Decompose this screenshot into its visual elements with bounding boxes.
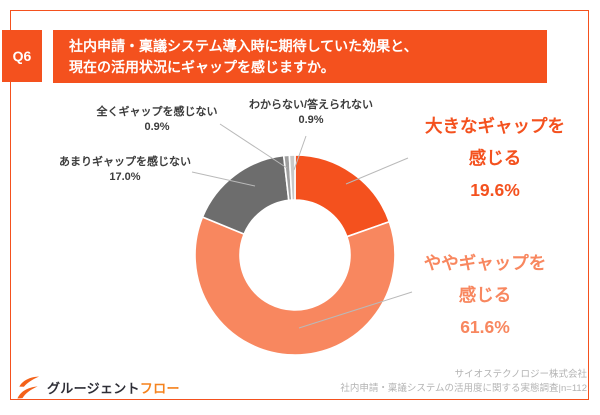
- logo-text-dark: グルージェント: [47, 381, 140, 396]
- donut-segment-0: [294, 154, 391, 238]
- leader-line-unknown: [293, 135, 307, 171]
- label-some-gap-value: 61.6%: [460, 317, 510, 337]
- label-unknown: わからない/答えられない 0.9%: [233, 98, 389, 128]
- label-big-gap-line1: 大きなギャップを: [425, 116, 565, 136]
- source-company: サイオステクノロジー株式会社: [454, 369, 587, 380]
- label-big-gap-value: 19.6%: [470, 180, 520, 200]
- label-some-gap: ややギャップを 感じる 61.6%: [392, 247, 578, 343]
- leader-line-big-gap: [345, 157, 409, 185]
- label-big-gap-line2: 感じる: [468, 148, 522, 168]
- label-little-gap: あまりギャップを感じない 17.0%: [45, 155, 205, 185]
- question-number: Q6: [12, 48, 32, 64]
- label-unknown-text: わからない/答えられない: [248, 99, 374, 111]
- label-big-gap: 大きなギャップを 感じる 19.6%: [402, 110, 588, 206]
- donut-segment-1: [194, 215, 396, 356]
- label-some-gap-line1: ややギャップを: [423, 253, 547, 273]
- leader-lines: [191, 123, 413, 329]
- question-title-bar: 社内申請・稟議システム導入時に期待していた効果と、 現在の活用状況にギャップを感…: [53, 30, 547, 83]
- label-some-gap-line2: 感じる: [458, 285, 512, 305]
- source-survey: 社内申請・稟議システムの活用度に関する実態調査|n=112: [340, 382, 587, 394]
- leader-line-little-gap: [191, 171, 256, 187]
- donut-segment-2: [201, 154, 290, 236]
- question-title-line1: 社内申請・稟議システム導入時に期待していた効果と、: [69, 37, 418, 54]
- question-number-badge: Q6: [2, 30, 42, 82]
- label-no-gap: 全くギャップを感じない 0.9%: [83, 105, 231, 135]
- label-little-gap-text: あまりギャップを感じない: [59, 156, 191, 168]
- logo-text: グルージェントフロー: [47, 378, 180, 397]
- donut-segments: [194, 154, 396, 356]
- leader-line-no-gap: [219, 123, 288, 169]
- label-no-gap-text: 全くギャップを感じない: [96, 106, 218, 118]
- logo-swoosh-icon: [17, 376, 40, 399]
- label-little-gap-value: 17.0%: [109, 171, 141, 183]
- company-logo: グルージェントフロー: [16, 376, 180, 399]
- logo-text-orange: フロー: [139, 381, 180, 396]
- donut-segment-4: [288, 154, 296, 201]
- question-title-line2: 現在の活用状況にギャップを感じますか。: [69, 58, 335, 75]
- label-unknown-value: 0.9%: [298, 114, 324, 126]
- label-no-gap-value: 0.9%: [144, 121, 170, 133]
- source-attribution: サイオステクノロジー株式会社 社内申請・稟議システムの活用度に関する実態調査|n…: [340, 368, 587, 395]
- leader-line-some-gap: [298, 291, 413, 329]
